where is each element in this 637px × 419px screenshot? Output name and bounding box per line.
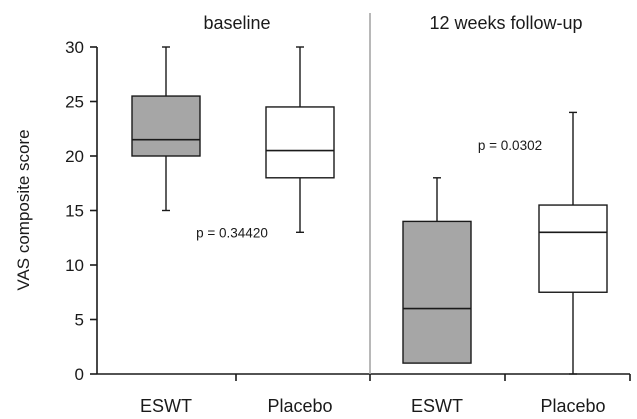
axes: 0 5 10 15 20 25 30: [65, 13, 631, 384]
category-label-eswt-baseline: ESWT: [140, 396, 192, 416]
box-eswt-follow-up: [402, 177, 472, 364]
box-eswt-baseline: [131, 46, 201, 212]
y-axis-label: VAS composite score: [14, 129, 33, 290]
y-tick-label: 20: [65, 147, 84, 166]
iqr-box: [131, 95, 201, 157]
iqr-box: [538, 204, 608, 293]
y-tick-label: 5: [75, 311, 84, 330]
category-label-eswt-followup: ESWT: [411, 396, 463, 416]
panel-label-follow-up: 12 weeks follow-up: [429, 13, 582, 33]
y-tick-label: 15: [65, 202, 84, 221]
y-tick-label: 25: [65, 93, 84, 112]
category-label-placebo-followup: Placebo: [540, 396, 605, 416]
y-tick-label: 30: [65, 38, 84, 57]
iqr-box: [402, 220, 472, 364]
y-tick-label: 0: [75, 365, 84, 384]
p-value-annotation-follow-up: p = 0.0302: [478, 138, 542, 153]
category-label-placebo-baseline: Placebo: [267, 396, 332, 416]
iqr-box: [265, 106, 335, 179]
box-placebo-baseline: [265, 46, 335, 234]
panel-label-baseline: baseline: [203, 13, 270, 33]
labels: VAS composite score baseline 12 weeks fo…: [14, 13, 606, 416]
boxes: [131, 46, 608, 375]
p-value-annotation-baseline: p = 0.34420: [196, 225, 268, 240]
y-tick-label: 10: [65, 256, 84, 275]
box-placebo-follow-up: [538, 111, 608, 375]
